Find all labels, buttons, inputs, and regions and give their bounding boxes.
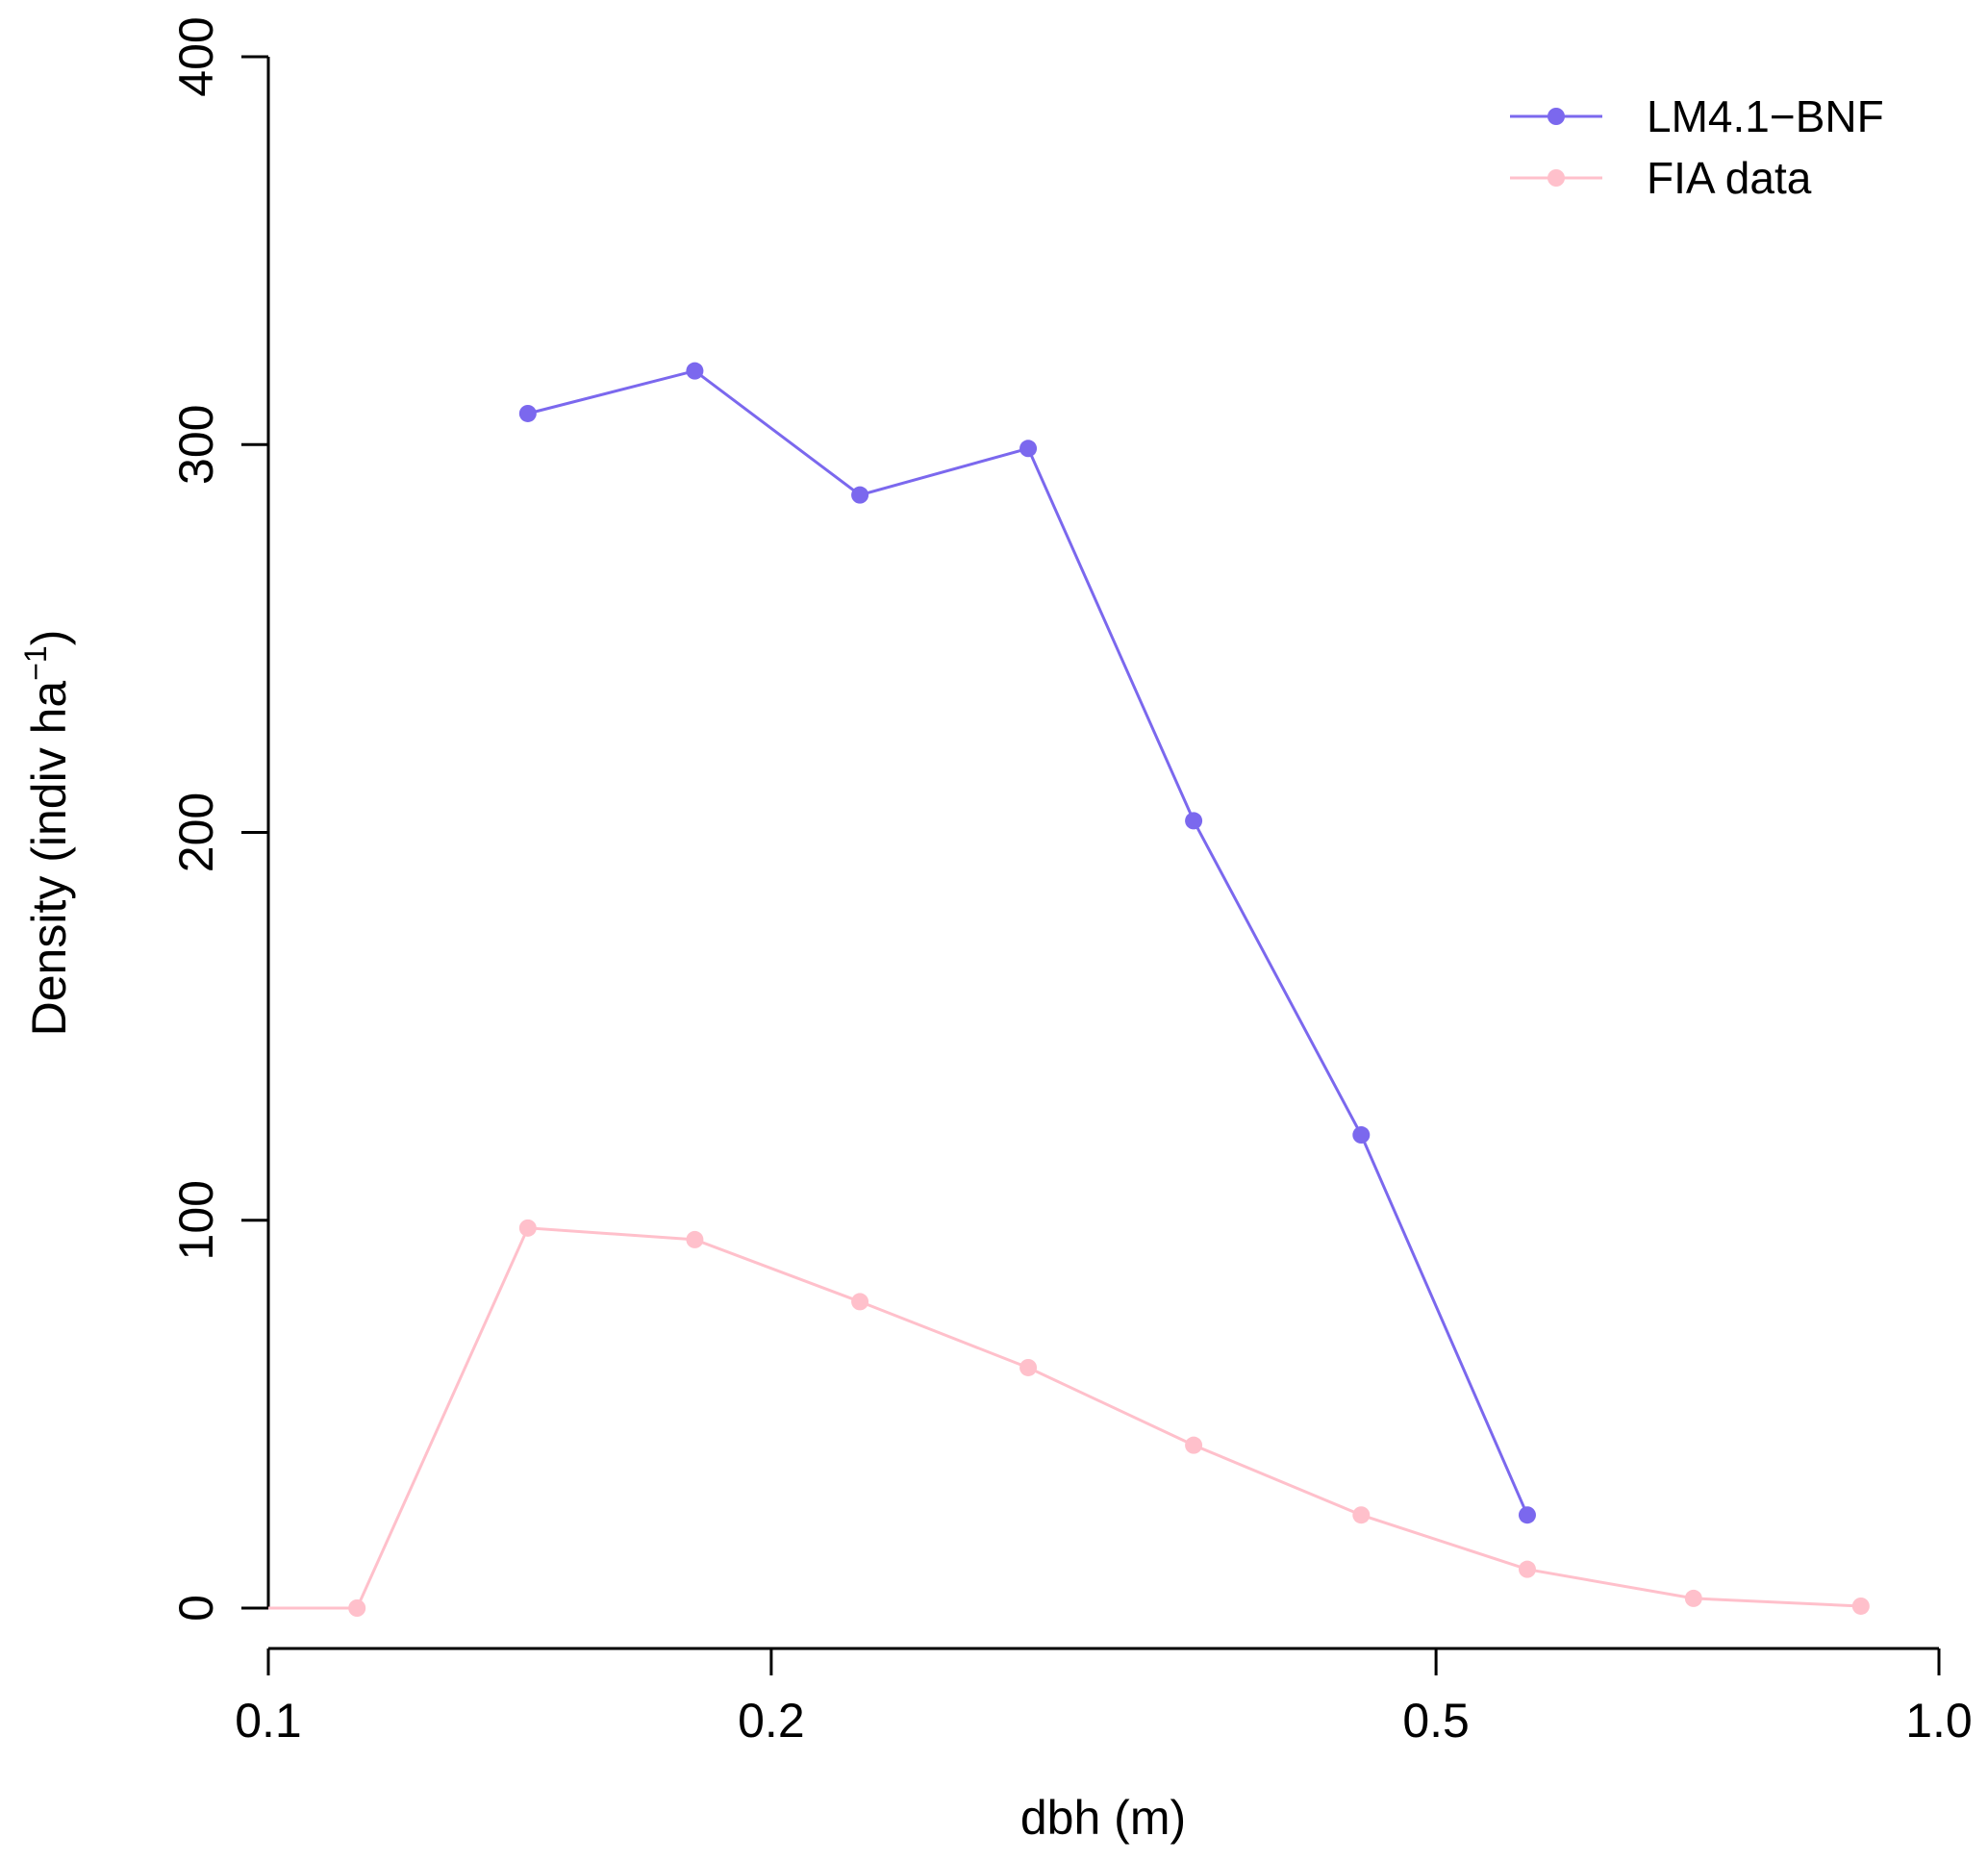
point-fia-data-4: [851, 1293, 869, 1311]
y-ticks: 0 100 200 300 400: [169, 16, 268, 1622]
y-axis-label-superscript: −1: [18, 645, 53, 680]
y-axis-label-close: ): [22, 630, 76, 646]
point-fia-data-10: [1851, 1597, 1870, 1615]
x-tick-label-0: 0.1: [235, 1694, 302, 1748]
y-tick-label-4: 400: [169, 16, 223, 96]
y-tick-label-0: 0: [169, 1595, 223, 1622]
x-tick-label-3: 1.0: [1905, 1694, 1973, 1748]
legend-item-lm4-bnf: LM4.1−BNF: [1510, 91, 1884, 141]
point-lm4-1-bnf-5: [1352, 1126, 1371, 1145]
y-tick-label-1: 100: [169, 1180, 223, 1260]
point-lm4-1-bnf-1: [686, 362, 704, 380]
point-lm4-1-bnf-3: [1019, 440, 1038, 458]
point-fia-data-1: [348, 1599, 366, 1617]
point-fia-data-9: [1684, 1589, 1702, 1607]
point-fia-data-7: [1352, 1506, 1371, 1524]
x-tick-label-1: 0.2: [738, 1694, 805, 1748]
point-fia-data-6: [1185, 1436, 1203, 1454]
series-fia-data: [268, 1219, 1870, 1617]
legend: LM4.1−BNF FIA data: [1510, 91, 1884, 203]
series-line-lm4-1-bnf: [527, 368, 1529, 1516]
y-tick-label-3: 300: [169, 405, 223, 485]
axes: [266, 57, 1939, 1650]
legend-item-fia-data: FIA data: [1510, 153, 1812, 203]
series-line-fia-data: [268, 1226, 1861, 1610]
point-lm4-1-bnf-2: [851, 486, 869, 504]
legend-label-fia-data: FIA data: [1647, 153, 1812, 203]
point-fia-data-2: [518, 1219, 537, 1237]
x-ticks: 0.1 0.2 0.5 1.0: [235, 1648, 1973, 1748]
point-lm4-1-bnf-6: [1518, 1506, 1536, 1524]
point-lm4-1-bnf-4: [1185, 812, 1203, 830]
x-axis-label: dbh (m): [1020, 1791, 1186, 1845]
legend-marker-fia-data: [1548, 169, 1565, 187]
legend-marker-lm4-bnf: [1548, 108, 1565, 125]
y-axis-label: Density (indiv ha−1): [18, 630, 76, 1037]
legend-label-lm4-bnf: LM4.1−BNF: [1647, 91, 1884, 141]
point-lm4-1-bnf-0: [518, 404, 537, 422]
y-tick-label-2: 200: [169, 793, 223, 872]
y-axis-label-main: Density (indiv ha: [22, 681, 76, 1037]
x-tick-label-2: 0.5: [1402, 1694, 1470, 1748]
point-fia-data-5: [1019, 1358, 1038, 1376]
series-lm4-1-bnf: [518, 362, 1536, 1524]
point-fia-data-8: [1518, 1560, 1536, 1578]
series-layer: [268, 362, 1870, 1617]
point-fia-data-3: [686, 1230, 704, 1248]
